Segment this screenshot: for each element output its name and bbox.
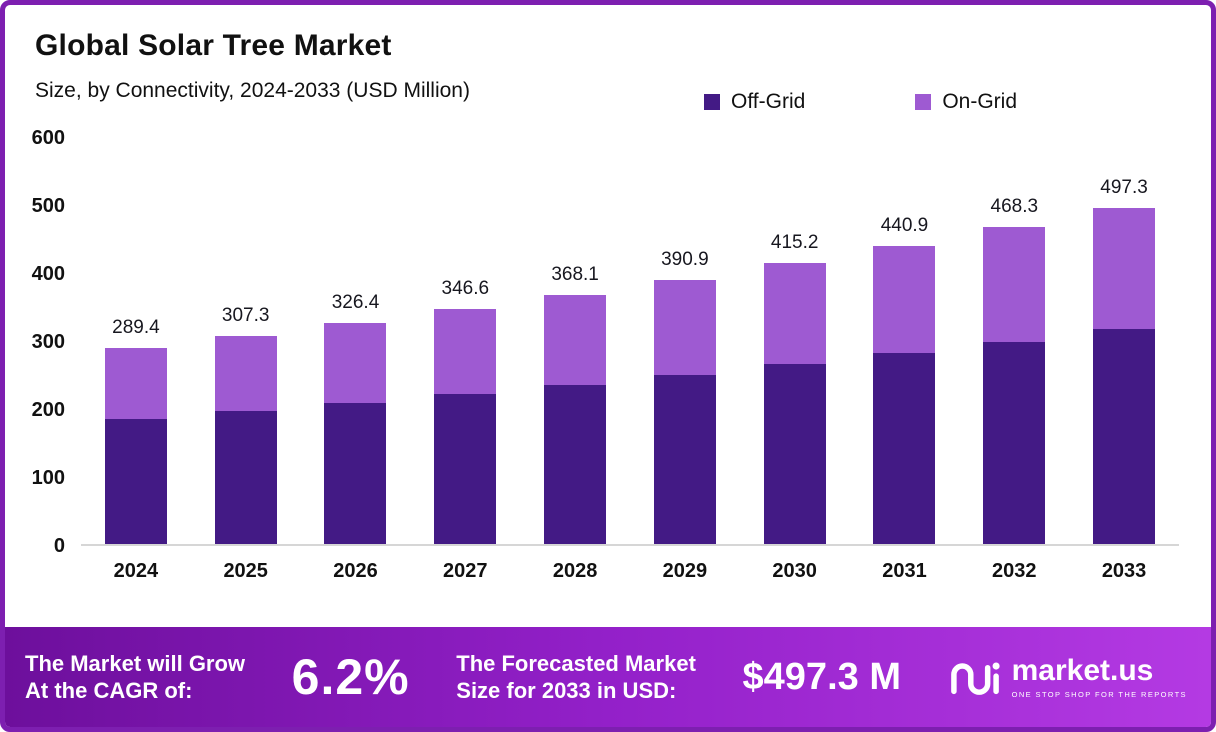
bar-group: 440.9 [850, 138, 960, 544]
bar-stack [873, 245, 936, 544]
x-axis: 2024 2025 2026 2027 2028 2029 2030 2031 2032 2033 [81, 560, 1179, 583]
footer-banner: The Market will Grow At the CAGR of: 6.2… [5, 627, 1211, 727]
bar-segment-off-grid [983, 341, 1046, 544]
bar-segment-off-grid [434, 394, 497, 544]
legend-item: Off-Grid [704, 65, 805, 138]
bar-total-label: 415.2 [770, 232, 819, 254]
bar-group: 346.6 [410, 138, 520, 544]
legend: Off-Grid On-Grid [704, 65, 1017, 138]
bar-segment-off-grid [324, 402, 387, 544]
brand-text: market.us ONE STOP SHOP FOR THE REPORTS [1011, 653, 1187, 699]
bar-segment-off-grid [1093, 329, 1156, 544]
bar-stack [214, 336, 277, 544]
x-axis-label: 2029 [662, 560, 708, 582]
brand-logo: market.us ONE STOP SHOP FOR THE REPORTS [948, 653, 1187, 699]
bar-total-label: 346.6 [441, 278, 490, 300]
forecast-caption: The Forecasted Market Size for 2033 in U… [456, 650, 696, 705]
bar-stack [544, 294, 607, 544]
bar-group: 390.9 [630, 138, 740, 544]
forecast-caption-line1: The Forecasted Market [456, 650, 696, 676]
bar-segment-off-grid [873, 353, 936, 544]
legend-swatch [915, 93, 932, 110]
bar-group: 326.4 [301, 138, 411, 544]
bar-total-label: 326.4 [331, 292, 380, 314]
bar-segment-off-grid [104, 418, 167, 544]
cagr-caption-line2: At the CAGR of: [25, 678, 193, 703]
bar-stack [104, 348, 167, 544]
title-block: Global Solar Tree Market Size, by Connec… [35, 29, 470, 138]
bar-segment-on-grid [434, 309, 497, 395]
x-axis-label: 2030 [772, 560, 817, 582]
bar-group: 368.1 [520, 138, 630, 544]
x-axis-label: 2031 [882, 560, 927, 582]
legend-item: On-Grid [915, 65, 1017, 138]
cagr-value: 6.2% [291, 649, 410, 705]
bar-group: 468.3 [959, 138, 1069, 544]
bar-segment-on-grid [983, 227, 1046, 342]
brand-logo-icon [950, 662, 1000, 695]
plot-wrapper: 289.4 307.3 326.4 346.6 368.1 390.9 415.2 440.9… [81, 138, 1179, 583]
bar-total-label: 289.4 [112, 317, 160, 339]
bar-segment-on-grid [544, 294, 607, 385]
bar-segment-on-grid [324, 323, 387, 403]
chart-header: Global Solar Tree Market Size, by Connec… [5, 5, 1211, 138]
bar-segment-off-grid [214, 411, 277, 544]
legend-label: On-Grid [942, 89, 1017, 113]
bar-stack [653, 279, 716, 545]
x-axis-label: 2026 [333, 560, 378, 582]
x-axis-label: 2024 [113, 560, 159, 582]
legend-swatch [704, 93, 721, 110]
bar-stack [434, 309, 497, 544]
bar-group: 497.3 [1069, 138, 1179, 544]
brand-name: market.us [1011, 653, 1154, 687]
plot-area: 289.4 307.3 326.4 346.6 368.1 390.9 415.2 440.9… [81, 138, 1179, 546]
bar-total-label: 307.3 [221, 305, 270, 327]
page-title: Global Solar Tree Market [35, 29, 392, 62]
bar-group: 289.4 [81, 138, 191, 544]
chart-area: 600 500 400 300 200 100 0 289.4 307.3 326.4 346.6… [5, 126, 1211, 583]
bar-total-label: 440.9 [880, 214, 929, 236]
cagr-caption: The Market will Grow At the CAGR of: [25, 650, 245, 705]
x-axis-label: 2025 [223, 560, 268, 582]
x-axis-label: 2027 [443, 560, 488, 582]
bar-segment-off-grid [653, 374, 716, 544]
x-axis-label: 2032 [992, 560, 1037, 582]
bar-segment-on-grid [873, 245, 936, 354]
legend-label: Off-Grid [731, 89, 806, 113]
bar-segment-on-grid [763, 263, 826, 365]
bar-stack [1093, 207, 1156, 545]
bar-total-label: 368.1 [551, 263, 599, 285]
bar-total-label: 497.3 [1100, 176, 1148, 198]
bar-segment-on-grid [214, 336, 277, 412]
bar-total-label: 468.3 [990, 196, 1039, 218]
bar-segment-off-grid [763, 364, 826, 544]
bar-segment-off-grid [544, 384, 607, 544]
cagr-caption-line1: The Market will Grow [25, 650, 246, 676]
bar-total-label: 390.9 [661, 248, 709, 270]
x-axis-label: 2028 [552, 560, 598, 582]
brand-tagline: ONE STOP SHOP FOR THE REPORTS [1011, 689, 1187, 699]
forecast-caption-line2: Size for 2033 in USD: [456, 678, 677, 703]
bar-segment-on-grid [653, 279, 716, 375]
y-axis: 600 500 400 300 200 100 0 [31, 126, 65, 557]
forecast-value: $497.3 M [742, 655, 901, 698]
x-axis-label: 2033 [1101, 560, 1147, 582]
bar-stack [763, 263, 826, 544]
bar-stack [324, 323, 387, 544]
bar-stack [983, 227, 1046, 544]
bar-group: 307.3 [191, 138, 301, 544]
bar-segment-on-grid [104, 348, 167, 419]
bar-group: 415.2 [740, 138, 850, 544]
page-subtitle: Size, by Connectivity, 2024-2033 (USD Mi… [35, 79, 470, 102]
bar-segment-on-grid [1093, 207, 1156, 330]
